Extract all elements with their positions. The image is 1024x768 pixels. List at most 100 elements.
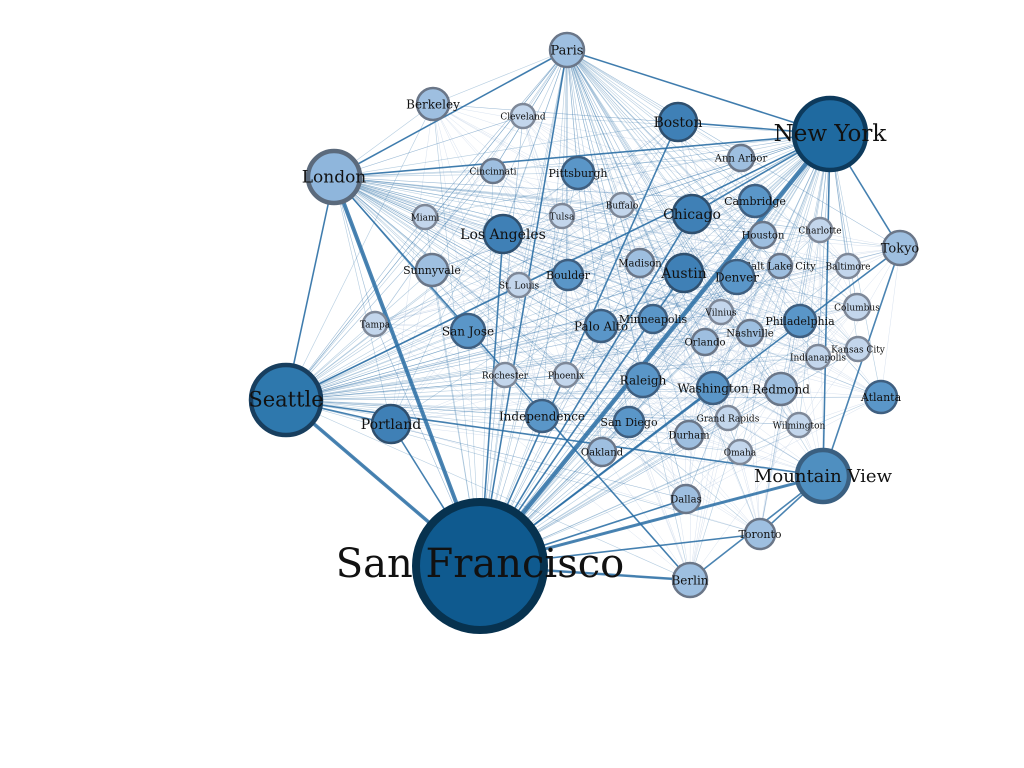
edge-hub-paris	[566, 49, 685, 274]
node-circle-durham[interactable]	[673, 419, 705, 451]
node-circle-sunnyvale[interactable]	[414, 252, 450, 288]
edge-faint	[432, 103, 782, 390]
node-circle-omaha[interactable]	[726, 438, 754, 466]
node-circle-tokyo[interactable]	[881, 229, 919, 267]
node-circle-miami[interactable]	[411, 203, 439, 231]
node-philadelphia[interactable]: Philadelphia	[765, 303, 835, 339]
node-circle-palo-alto[interactable]	[583, 308, 619, 344]
edge-faint	[567, 274, 714, 389]
node-dallas[interactable]: Dallas	[670, 483, 702, 515]
node-london[interactable]: London	[302, 148, 367, 206]
edge-hub-london	[333, 176, 644, 381]
node-circle-salt-lake-city[interactable]	[766, 252, 794, 280]
node-circle-wilmington[interactable]	[785, 411, 813, 439]
node-circle-san-francisco[interactable]	[412, 498, 548, 634]
node-circle-boston[interactable]	[657, 101, 699, 143]
node-circle-madison[interactable]	[624, 247, 656, 279]
node-circle-redmond[interactable]	[763, 371, 799, 407]
node-circle-oakland[interactable]	[586, 436, 618, 468]
edge-faint	[567, 213, 693, 276]
node-circle-phoenix[interactable]	[552, 361, 580, 389]
node-circle-berlin[interactable]	[671, 561, 709, 599]
node-circle-cambridge[interactable]	[737, 183, 773, 219]
node-circle-baltimore[interactable]	[834, 252, 862, 280]
node-circle-independence[interactable]	[524, 398, 560, 434]
edge-faint	[566, 49, 781, 267]
edge-faint	[541, 388, 782, 417]
node-circle-tulsa[interactable]	[548, 202, 576, 230]
edge-hub-seattle	[285, 325, 602, 401]
node-circle-kansas-city[interactable]	[844, 335, 872, 363]
node-circle-san-diego[interactable]	[612, 405, 646, 439]
node-circle-chicago[interactable]	[671, 193, 713, 235]
node-circle-boulder[interactable]	[551, 258, 585, 292]
edge-faint	[285, 374, 567, 401]
node-washington[interactable]: Washington	[677, 370, 749, 406]
edge-faint	[467, 330, 819, 358]
edge-hub-london	[333, 176, 801, 322]
node-circle-los-angeles[interactable]	[482, 213, 524, 255]
node-circle-paris[interactable]	[548, 31, 586, 69]
edge-faint	[374, 274, 569, 325]
node-atlanta[interactable]: Atlanta	[860, 379, 902, 415]
node-circle-toronto[interactable]	[743, 517, 777, 551]
node-tokyo[interactable]: Tokyo	[881, 229, 920, 267]
node-columbus[interactable]: Columbus	[834, 292, 880, 322]
node-circle-buffalo[interactable]	[608, 191, 636, 219]
node-circle-tampa[interactable]	[361, 310, 389, 338]
edge-hub-seattle	[285, 306, 858, 401]
node-circle-cleveland[interactable]	[509, 102, 537, 130]
node-circle-seattle[interactable]	[248, 362, 324, 438]
edge-faint	[390, 415, 543, 425]
node-circle-charlotte[interactable]	[806, 216, 834, 244]
edge-hub-paris	[566, 49, 858, 308]
node-circle-rochester[interactable]	[491, 361, 519, 389]
node-circle-houston[interactable]	[748, 220, 778, 250]
node-circle-vilnius[interactable]	[707, 298, 735, 326]
node-circle-ann-arbor[interactable]	[726, 143, 756, 173]
node-paris[interactable]: Paris	[548, 31, 586, 69]
node-circle-denver[interactable]	[718, 258, 756, 296]
node-circle-london[interactable]	[305, 148, 363, 206]
edge-san-francisco-new-york	[478, 132, 832, 568]
node-circle-columbus[interactable]	[842, 292, 872, 322]
edge-faint	[577, 172, 738, 278]
node-circle-nashville[interactable]	[735, 318, 765, 348]
node-berlin[interactable]: Berlin	[671, 561, 709, 599]
node-circle-mountain-view[interactable]	[794, 447, 852, 505]
node-tulsa[interactable]: Tulsa	[548, 202, 576, 230]
edge-hub-paris	[566, 49, 781, 267]
node-circle-atlanta[interactable]	[863, 379, 899, 415]
node-seattle[interactable]: Seattle	[248, 362, 324, 438]
edge-hub-london	[333, 176, 602, 327]
node-circle-orlando[interactable]	[690, 327, 720, 357]
edge-faint	[467, 330, 690, 436]
node-circle-austin[interactable]	[663, 252, 705, 294]
edge-hub-paris	[566, 49, 764, 236]
edge-faint	[601, 262, 641, 453]
node-circle-cincinnati[interactable]	[479, 157, 507, 185]
node-kansas-city[interactable]: Kansas City	[831, 335, 886, 363]
node-circle-san-jose[interactable]	[449, 312, 487, 350]
node-circle-grand-rapids[interactable]	[714, 404, 742, 432]
node-circle-berkeley[interactable]	[415, 86, 451, 122]
node-circle-raleigh[interactable]	[624, 361, 662, 399]
node-circle-new-york[interactable]	[791, 95, 869, 173]
edge-faint	[504, 318, 654, 376]
edge-hub-new-york	[739, 133, 831, 453]
node-miami[interactable]: Miami	[411, 203, 440, 231]
edge-hub-paris	[424, 49, 568, 218]
node-sunnyvale[interactable]: Sunnyvale	[403, 252, 461, 288]
node-circle-indianapolis[interactable]	[804, 343, 832, 371]
node-circle-portland[interactable]	[370, 403, 412, 445]
edge-faint	[492, 170, 706, 343]
node-circle-dallas[interactable]	[670, 483, 702, 515]
edge-hub-seattle	[285, 276, 738, 401]
node-circle-philadelphia[interactable]	[782, 303, 818, 339]
node-circle-st-louis[interactable]	[505, 271, 533, 299]
node-new-york[interactable]: New York	[774, 95, 888, 173]
node-circle-minneapolis[interactable]	[637, 303, 669, 335]
node-circle-pittsburgh[interactable]	[560, 155, 596, 191]
edge-faint	[390, 379, 644, 425]
node-circle-washington[interactable]	[695, 370, 731, 406]
